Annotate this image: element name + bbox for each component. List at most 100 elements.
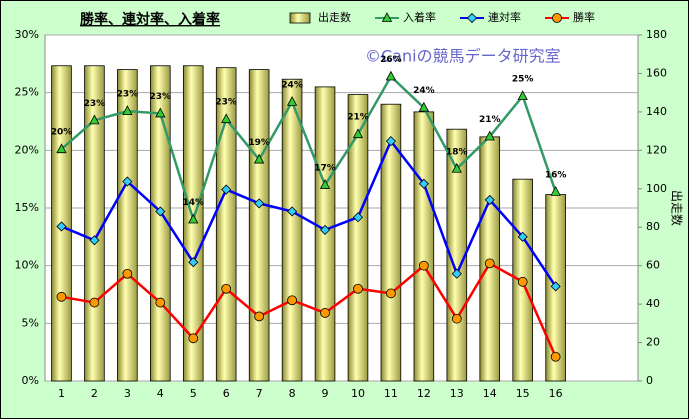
data-label: 26% <box>380 55 402 65</box>
marker <box>517 276 528 287</box>
y-tick-label: 10% <box>15 259 39 272</box>
marker <box>451 162 462 173</box>
x-tick-label: 10 <box>351 387 365 400</box>
x-tick-label: 8 <box>289 387 296 400</box>
y2-tick-label: 100 <box>646 182 667 195</box>
marker <box>254 198 265 209</box>
bar <box>117 69 138 382</box>
x-tick-label: 15 <box>516 387 530 400</box>
x-tick-label: 12 <box>417 387 431 400</box>
marker <box>352 128 364 139</box>
data-label: 17% <box>314 163 336 173</box>
data-label: 25% <box>512 75 534 85</box>
bar <box>380 103 402 382</box>
y-tick-label: 25% <box>15 86 39 99</box>
line <box>60 138 557 288</box>
marker <box>381 12 393 22</box>
marker <box>451 268 462 279</box>
marker <box>418 260 429 271</box>
marker <box>386 288 396 299</box>
y2-tick-label: 140 <box>646 105 667 118</box>
marker <box>122 268 133 279</box>
marker <box>221 283 232 294</box>
legend-label: 入着率 <box>403 10 436 24</box>
marker <box>451 313 462 324</box>
marker <box>319 179 331 189</box>
data-label: 20% <box>51 128 73 138</box>
marker <box>353 283 363 294</box>
y-tick-label: 30% <box>15 28 39 41</box>
y2-tick-label: 60 <box>646 259 660 272</box>
data-label: 23% <box>215 98 237 108</box>
marker <box>89 114 100 125</box>
y-tick-label: 20% <box>15 143 39 156</box>
marker <box>221 113 232 124</box>
marker <box>484 194 495 205</box>
marker <box>319 224 331 235</box>
x-tick-label: 9 <box>322 387 329 400</box>
data-label: 23% <box>117 90 139 100</box>
line <box>61 261 557 358</box>
marker <box>155 206 166 217</box>
x-tick-label: 1 <box>58 387 65 400</box>
marker <box>550 351 561 362</box>
y2-axis-label: 出走数 <box>670 190 685 226</box>
bar <box>413 111 435 382</box>
marker <box>155 107 166 118</box>
marker <box>484 258 495 269</box>
y-tick-label: 5% <box>22 316 39 329</box>
marker <box>287 295 297 306</box>
data-label: 21% <box>479 115 501 125</box>
data-label: 23% <box>150 92 172 102</box>
x-tick-label: 16 <box>549 387 563 400</box>
legend-swatch <box>289 12 311 24</box>
data-label: 24% <box>281 80 303 90</box>
data-label: 18% <box>446 147 468 157</box>
marker <box>89 297 100 308</box>
marker <box>418 178 429 189</box>
y-tick-label: 0% <box>22 374 39 387</box>
legend-label: 出走数 <box>318 10 351 24</box>
marker <box>56 221 67 232</box>
bar <box>281 78 303 382</box>
marker <box>550 185 561 196</box>
marker <box>254 311 265 322</box>
marker <box>385 70 397 81</box>
marker <box>188 213 199 224</box>
data-label: 23% <box>84 99 106 109</box>
bar <box>248 69 270 382</box>
marker <box>552 13 562 23</box>
bar <box>84 65 105 382</box>
marker <box>253 153 265 164</box>
y-tick-label: 15% <box>15 201 39 214</box>
marker <box>122 105 133 116</box>
watermark: ©Caniの競馬データ研究室 <box>365 47 561 66</box>
x-tick-label: 6 <box>223 387 230 400</box>
marker <box>466 12 478 24</box>
marker <box>352 212 364 223</box>
x-tick-label: 3 <box>124 387 131 400</box>
chart-title: 勝率、連対率、入着率 <box>80 11 220 28</box>
marker <box>286 96 298 106</box>
marker <box>188 333 199 344</box>
marker <box>155 297 166 308</box>
y2-tick-label: 20 <box>646 336 660 349</box>
y2-tick-label: 120 <box>646 143 667 156</box>
data-label: 14% <box>182 198 204 208</box>
y2-tick-label: 80 <box>646 220 660 233</box>
data-label: 24% <box>413 86 435 96</box>
bar <box>347 94 369 382</box>
marker <box>89 235 100 246</box>
bar <box>446 128 468 382</box>
marker <box>517 90 528 101</box>
legend-label: 連対率 <box>488 10 521 24</box>
marker <box>56 291 67 302</box>
marker <box>221 184 232 195</box>
marker <box>418 101 430 112</box>
x-tick-label: 14 <box>483 387 497 400</box>
data-label: 21% <box>347 113 369 123</box>
marker <box>122 176 133 187</box>
x-tick-label: 13 <box>450 387 464 400</box>
marker <box>550 281 561 292</box>
